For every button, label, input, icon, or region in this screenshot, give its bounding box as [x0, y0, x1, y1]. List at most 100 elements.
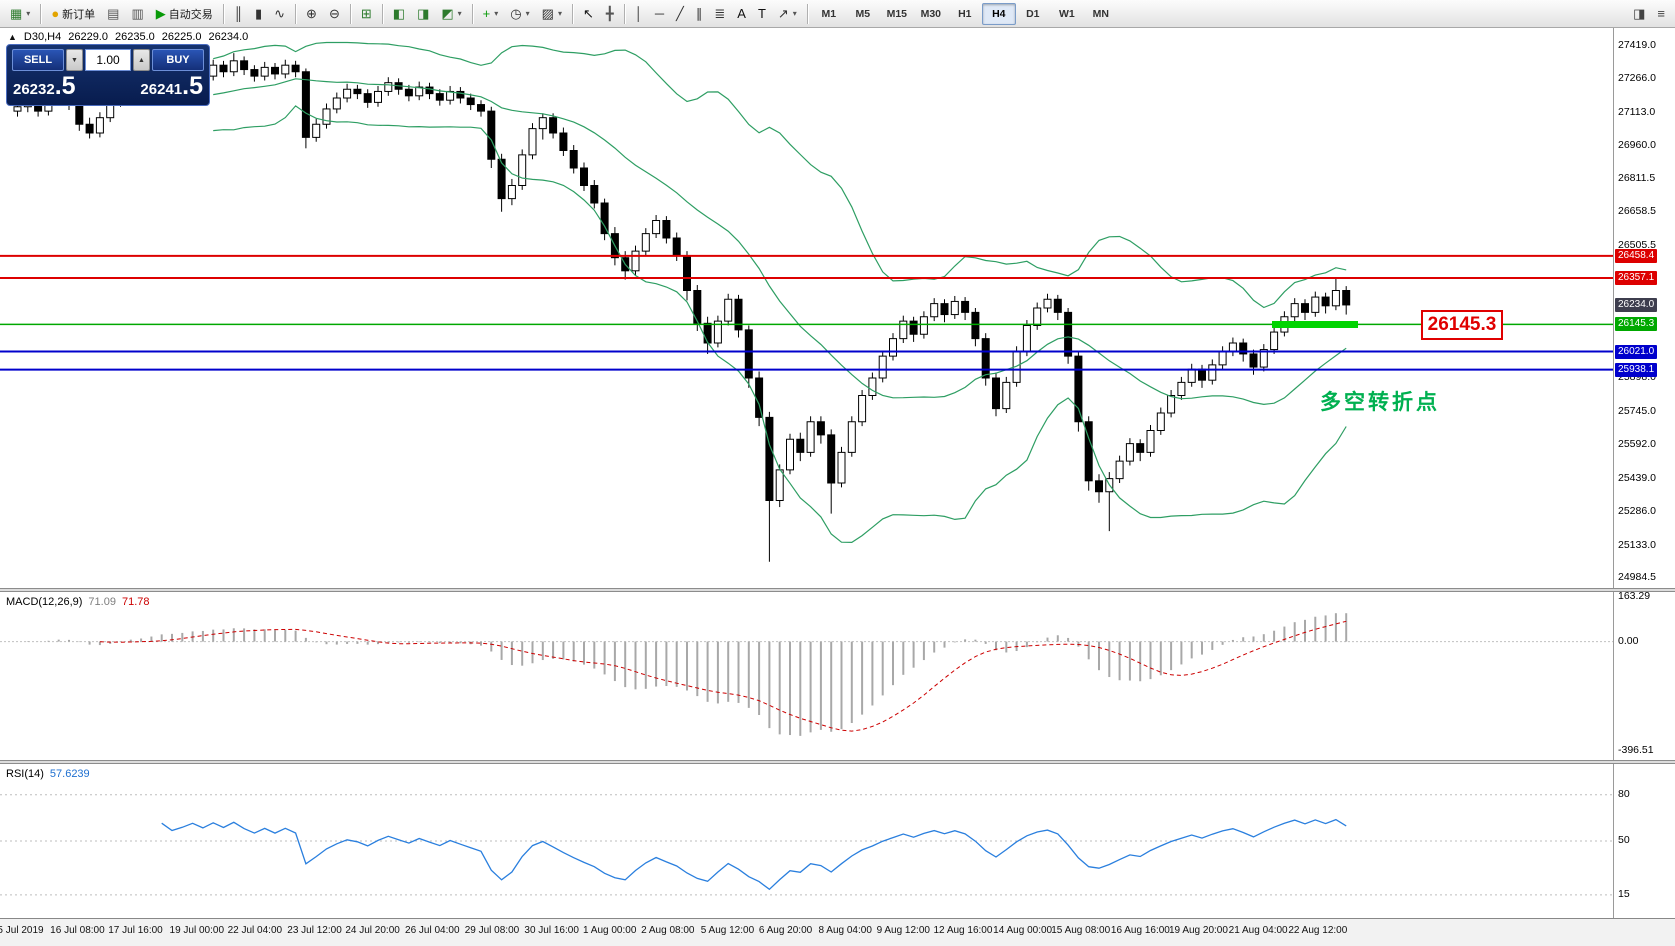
price-axis-tag: 26458.4: [1615, 248, 1658, 263]
candlestick-chart-icon: ▮: [254, 6, 263, 21]
vertical-line-icon: │: [634, 6, 643, 21]
new-chart-dropdown-icon[interactable]: ▾: [26, 9, 31, 18]
macd-panel-title: MACD(12,26,9) 71.09 71.78: [6, 596, 149, 608]
new-chart-button[interactable]: ▦ ▾: [4, 2, 36, 26]
rsi-value: 57.6239: [49, 768, 90, 780]
turning-point-annotation: 多空转折点: [1320, 390, 1440, 414]
printer-icon: ▤: [107, 6, 120, 21]
ask-price-fraction: .5: [182, 72, 203, 100]
price-axis-label: 25133.0: [1618, 538, 1656, 551]
timeframe-m1-button[interactable]: M1: [821, 7, 837, 20]
timeframe-m15-button[interactable]: M15: [886, 7, 908, 20]
buy-button[interactable]: BUY: [152, 49, 204, 71]
one-click-panel-toggle-icon[interactable]: ▲: [8, 32, 17, 42]
timeframe-m5-button[interactable]: M5: [855, 7, 871, 20]
new-order-button[interactable]: ● 新订单: [45, 2, 101, 26]
symbol-period-label: D30,H4: [23, 31, 62, 43]
panel-separator-macd[interactable]: [0, 588, 1675, 592]
trendline-button[interactable]: ╱: [670, 2, 690, 26]
price-axis-label: 25286.0: [1618, 505, 1656, 518]
timeframe-h1-button[interactable]: H1: [958, 7, 972, 20]
time-axis-label: 17 Jul 16:00: [108, 925, 163, 936]
print-preview-button[interactable]: ▥: [125, 2, 149, 26]
equidistant-channel-button[interactable]: ∥: [690, 2, 709, 26]
toolbar-button-groups: ▦ ▾ ● 新订单 ▤ ▥ ▶ 自动交易 ║ ▮ ∿ ⊕ ⊖ ⊞ ◧ ◨ ◩ ▾ + ▾ ◷ ▾ ▨ ▾ ↖ ╋ │ ─ ╱ ∥ ≣ A T ↗ ▾…: [4, 0, 1118, 27]
price-axis-label: 27113.0: [1618, 105, 1656, 118]
add-indicator-dropdown-icon[interactable]: ▾: [494, 9, 499, 18]
chart-panel-button[interactable]: ◨: [1627, 2, 1651, 26]
time-axis-label: 14 Aug 00:00: [993, 925, 1053, 936]
periods-dropdown-icon[interactable]: ▾: [525, 9, 530, 18]
shapes-icon: ↗: [777, 6, 789, 21]
window-menu-button[interactable]: ≡: [1651, 2, 1671, 26]
time-axis-label: 23 Jul 12:00: [287, 925, 342, 936]
zoom-in-button[interactable]: ⊕: [300, 2, 323, 26]
time-axis-label: 8 Aug 04:00: [818, 925, 872, 936]
volume-decrease-button[interactable]: ▼: [66, 49, 83, 71]
add-indicator-icon: +: [482, 6, 491, 21]
support-highlight-segment[interactable]: [1272, 321, 1358, 329]
line-chart-button[interactable]: ∿: [268, 2, 291, 26]
text-button[interactable]: A: [731, 2, 752, 26]
volume-increase-button[interactable]: ▲: [133, 49, 150, 71]
price-callout-label[interactable]: 26145.3: [1421, 310, 1503, 341]
one-click-trading-panel: SELL ▼ 1.00 ▲ BUY 26232 .5 26241 .5: [6, 44, 210, 106]
vertical-line-button[interactable]: │: [629, 2, 649, 26]
bars-chart-button[interactable]: ║: [228, 2, 249, 26]
price-axis-label: 27419.0: [1618, 38, 1656, 51]
time-axis-label: 1 Aug 00:00: [583, 925, 637, 936]
shapes-dropdown-icon[interactable]: ▾: [792, 9, 797, 18]
rsi-panel-title: RSI(14) 57.6239: [6, 768, 90, 780]
periods-button[interactable]: ◷ ▾: [504, 2, 535, 26]
timeframe-w1-button[interactable]: W1: [1058, 7, 1075, 20]
tile-windows-button[interactable]: ⊞: [355, 2, 378, 26]
dock-chart-dropdown-icon[interactable]: ▾: [457, 9, 462, 18]
ask-price: 26241 .5: [140, 72, 203, 101]
time-axis-label: 26 Jul 04:00: [405, 925, 460, 936]
price-axis-label: 163.29: [1618, 589, 1651, 602]
zoom-out-icon: ⊖: [328, 6, 340, 21]
cursor-icon: ↖: [582, 6, 594, 21]
candlestick-chart-button[interactable]: ▮: [249, 2, 268, 26]
cursor-button[interactable]: ↖: [577, 2, 600, 26]
templates-button[interactable]: ▨ ▾: [536, 2, 568, 26]
toolbar-right-icons: ◨ ≡: [1627, 2, 1671, 26]
timeframe-d1-button[interactable]: D1: [1026, 7, 1040, 20]
add-indicator-button[interactable]: + ▾: [477, 2, 505, 26]
templates-icon: ▨: [541, 6, 554, 21]
crosshair-button[interactable]: ╋: [600, 2, 620, 26]
macd-main-value: 71.09: [88, 596, 116, 608]
sell-button[interactable]: SELL: [12, 49, 64, 71]
price-axis-label: 15: [1618, 887, 1630, 900]
horizontal-line-icon: ─: [654, 6, 665, 21]
price-axis[interactable]: 27419.0 27266.0 27113.0 26960.0 26811.5 26658…: [1613, 28, 1675, 918]
window-menu-icon: ≡: [1657, 6, 1665, 21]
fibonacci-button[interactable]: ≣: [708, 2, 731, 26]
auto-arrange-button[interactable]: ◨: [411, 2, 435, 26]
timeframe-m30-button[interactable]: M30: [920, 7, 942, 20]
toolbar-separator: [471, 3, 473, 24]
autotrading-label: 自动交易: [168, 8, 213, 21]
panel-separator-rsi[interactable]: [0, 760, 1675, 764]
text-label-button[interactable]: T: [752, 2, 772, 26]
toolbar-separator: [571, 3, 573, 24]
horizontal-line-button[interactable]: ─: [649, 2, 670, 26]
print-preview-icon: ▥: [131, 6, 144, 21]
timeframe-h4-button[interactable]: H4: [981, 2, 1016, 25]
templates-dropdown-icon[interactable]: ▾: [557, 9, 562, 18]
volume-input[interactable]: 1.00: [85, 49, 131, 71]
price-axis-label: 26811.5: [1618, 171, 1656, 184]
dock-chart-button[interactable]: ◩ ▾: [435, 2, 467, 26]
main-chart-svg[interactable]: [0, 28, 1675, 918]
periods-icon: ◷: [510, 6, 522, 21]
autotrading-button[interactable]: ▶ 自动交易: [150, 2, 219, 26]
printer-button[interactable]: ▤: [101, 2, 125, 26]
shapes-button[interactable]: ↗ ▾: [772, 2, 803, 26]
arrange-charts-button[interactable]: ◧: [387, 2, 411, 26]
timeframe-mn-button[interactable]: MN: [1092, 7, 1109, 20]
zoom-out-button[interactable]: ⊖: [323, 2, 346, 26]
zoom-in-icon: ⊕: [306, 6, 317, 21]
price-axis-label: 26658.5: [1618, 205, 1656, 218]
price-axis-label: 25745.0: [1618, 404, 1656, 417]
